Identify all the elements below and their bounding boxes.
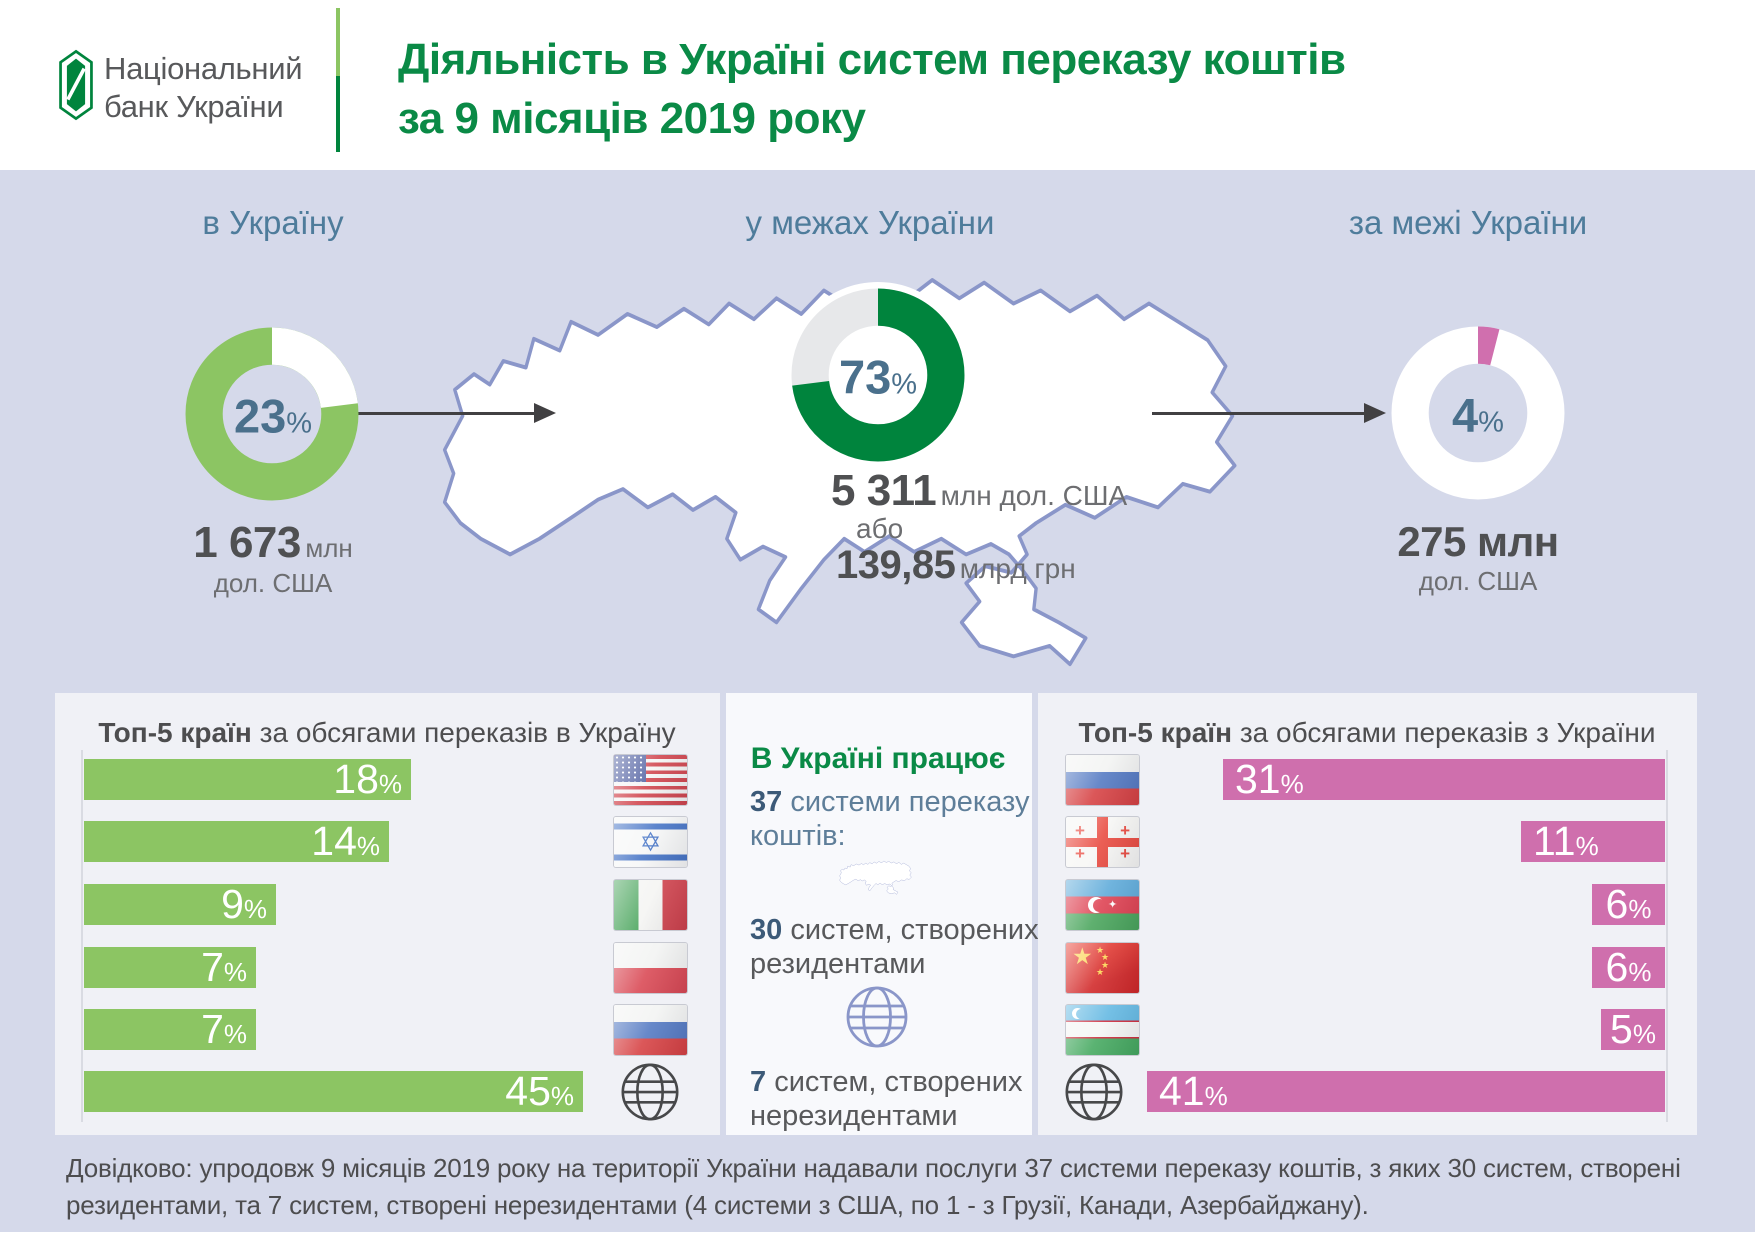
outgoing-amount: 275 млн дол. США <box>1397 518 1559 596</box>
label-incoming: в Україну <box>202 204 344 241</box>
incoming-amount: 1 673 млн дол. США <box>193 518 353 598</box>
systems-nonresident-line1: 7 систем, створених <box>750 1066 1023 1098</box>
bar-inbound-poland: 7% <box>84 947 256 988</box>
systems-total-line2: коштів: <box>750 820 846 852</box>
page-title: Діяльність в Україні систем переказу кош… <box>398 30 1346 148</box>
header: Національний банк України Діяльність в У… <box>0 0 1755 170</box>
label-domestic: у межах України <box>745 204 995 241</box>
flag-israel-icon: ✡ <box>614 817 687 867</box>
outbound-axis <box>1666 750 1668 1122</box>
nbu-logo-icon <box>59 49 93 121</box>
systems-resident-line2: резидентами <box>750 948 926 980</box>
outbound-panel-title: Топ-5 країн за обсягами переказів з Укра… <box>1078 717 1656 748</box>
arrow-incoming-icon <box>352 412 536 415</box>
systems-resident-line1: 30 систем, створених <box>750 914 1039 946</box>
bar-inbound-italy: 9% <box>84 884 276 925</box>
inbound-axis <box>81 750 83 1122</box>
flag-russia-icon <box>1066 755 1139 805</box>
donut-incoming <box>185 327 359 501</box>
bar-inbound-israel: 14% <box>84 821 389 862</box>
bar-outbound-uzbekistan: 5% <box>1601 1009 1665 1050</box>
systems-nonresident-line2: нерезидентами <box>750 1100 958 1132</box>
systems-panel <box>726 693 1032 1135</box>
donut-incoming-percent: 23% <box>233 389 313 443</box>
nonresident-globe-icon <box>845 985 909 1049</box>
bar-outbound-azerbaijan: 6% <box>1592 884 1665 925</box>
page-title-line1: Діяльність в Україні систем переказу кош… <box>398 35 1346 84</box>
donut-outgoing <box>1391 326 1565 500</box>
flag-azerbaijan-icon: ✦ <box>1066 880 1139 930</box>
flag-georgia-icon: ++ ++ <box>1066 817 1139 867</box>
systems-total-line1: 37 системи переказу <box>750 786 1030 818</box>
flag-poland-icon <box>614 943 687 993</box>
bar-outbound-china: 6% <box>1592 947 1665 988</box>
domestic-amount-usd: 5 311 млн дол. США <box>831 466 1128 515</box>
domestic-or: або <box>856 513 904 544</box>
donut-domestic-percent: 73% <box>838 350 918 404</box>
ukraine-mini-map-icon <box>836 851 918 901</box>
page-title-line2: за 9 місяців 2019 року <box>398 94 866 143</box>
other-countries-globe-icon <box>1064 1062 1124 1122</box>
donut-domestic <box>785 282 971 468</box>
footer-note-line2: резидентами, та 7 систем, створені нерез… <box>66 1190 1369 1220</box>
bank-name-line1: Національний <box>104 51 303 86</box>
inbound-panel-title: Топ-5 країн за обсягами переказів в Укра… <box>98 717 676 748</box>
flag-uzbekistan-icon <box>1066 1005 1139 1055</box>
bar-outbound-other: 41% <box>1147 1071 1665 1112</box>
bank-name: Національний банк України <box>104 50 303 126</box>
footer-note-line1: Довідково: упродовж 9 місяців 2019 року … <box>66 1153 1681 1183</box>
arrow-incoming-head-icon <box>534 403 556 423</box>
bar-inbound-other: 45% <box>84 1071 583 1112</box>
bank-name-line2: банк України <box>104 89 284 124</box>
arrow-outgoing-head-icon <box>1364 403 1386 423</box>
flag-italy-icon <box>614 880 687 930</box>
label-outgoing: за межі України <box>1348 204 1588 241</box>
flag-russia-icon <box>614 1005 687 1055</box>
systems-heading: В Україні працює <box>750 742 1006 775</box>
bar-inbound-usa: 18% <box>84 759 411 800</box>
bar-outbound-georgia: 11% <box>1521 821 1665 862</box>
flag-china-icon: ★ ★★ ★★ <box>1066 943 1139 993</box>
domestic-amount-uah: 139,85 млрд грн <box>836 543 1076 587</box>
flag-usa-icon <box>614 755 687 805</box>
donut-outgoing-percent: 4% <box>1452 388 1504 442</box>
arrow-outgoing-icon <box>1152 412 1366 415</box>
bar-outbound-russia: 31% <box>1223 759 1665 800</box>
header-divider <box>336 8 340 152</box>
other-countries-globe-icon <box>620 1062 680 1122</box>
bar-inbound-russia: 7% <box>84 1009 256 1050</box>
